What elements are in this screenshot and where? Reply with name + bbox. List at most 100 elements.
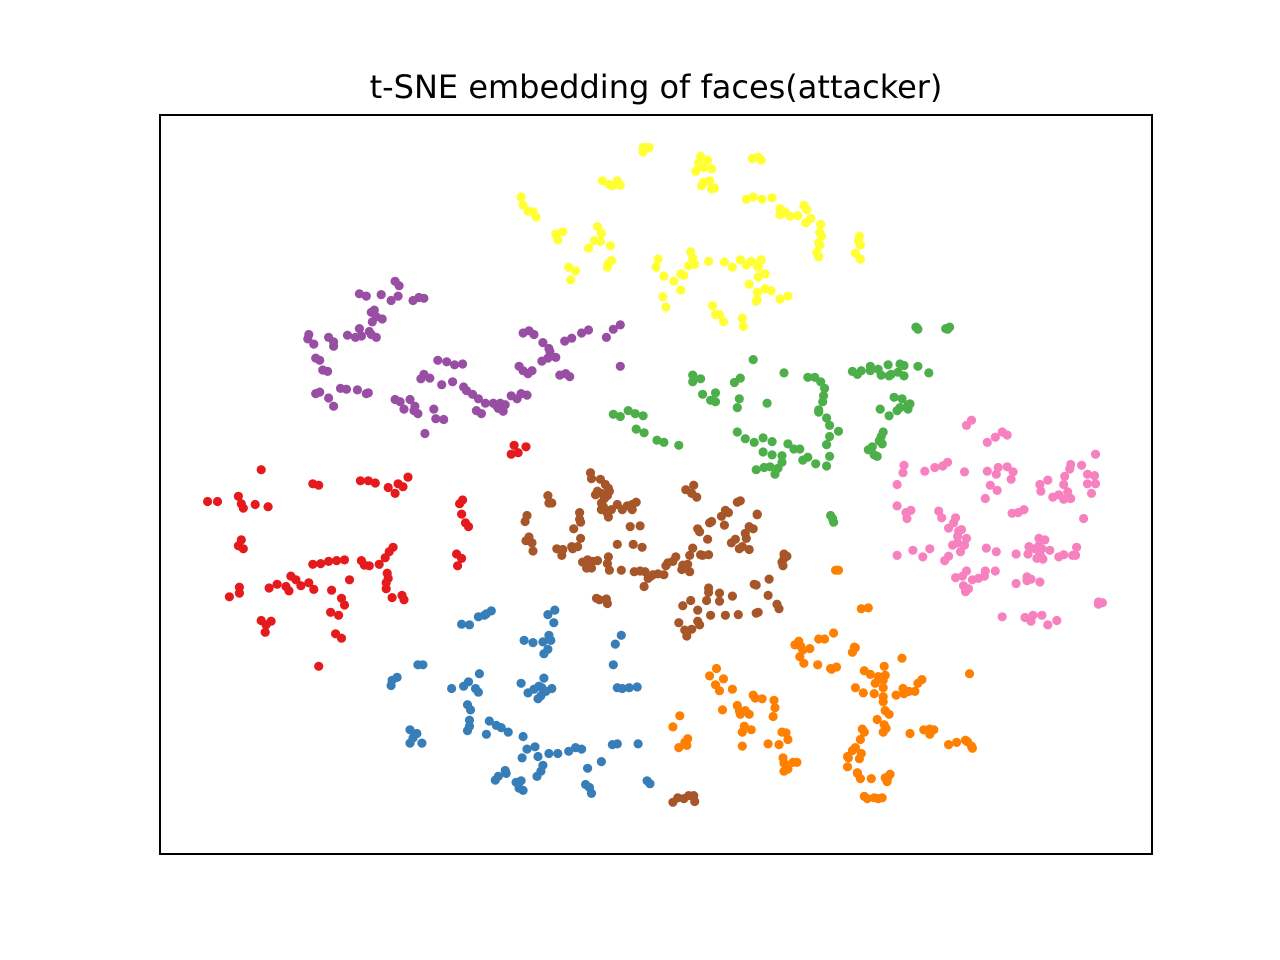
scatter-point <box>704 256 714 266</box>
scatter-point <box>763 739 773 749</box>
scatter-point <box>1082 469 1093 479</box>
scatter-point <box>967 743 978 753</box>
scatter-point <box>1037 610 1047 620</box>
scatter-point <box>751 296 761 306</box>
scatter-point <box>1059 550 1069 560</box>
scatter-point <box>875 404 885 414</box>
scatter-point <box>966 415 977 425</box>
scatter-point <box>748 524 758 534</box>
scatter-point <box>816 219 826 229</box>
scatter-point <box>751 608 761 618</box>
scatter-point <box>304 329 314 340</box>
scatter-point <box>815 240 825 250</box>
scatter-point <box>714 686 725 696</box>
scatter-point <box>395 397 405 407</box>
scatter-point <box>889 392 899 402</box>
scatter-point <box>910 686 920 697</box>
scatter-point <box>398 482 408 492</box>
scatter-point <box>859 727 869 737</box>
scatter-point <box>732 403 742 413</box>
scatter-point <box>676 285 686 295</box>
scatter-point <box>674 440 684 450</box>
scatter-point <box>486 606 496 616</box>
scatter-point <box>623 406 633 416</box>
scatter-point <box>982 466 992 476</box>
scatter-point <box>639 428 649 438</box>
scatter-point <box>960 735 971 745</box>
scatter-point <box>238 544 248 554</box>
scatter-point <box>314 661 324 671</box>
scatter-point <box>326 607 336 617</box>
scatter-point <box>616 565 626 575</box>
scatter-point <box>583 243 594 253</box>
scatter-point <box>369 305 379 315</box>
scatter-point <box>447 683 457 694</box>
scatter-point <box>825 420 835 430</box>
scatter-point <box>733 610 743 620</box>
scatter-point <box>377 314 387 324</box>
scatter-point <box>458 359 468 369</box>
scatter-point <box>681 485 691 495</box>
scatter-point <box>814 634 824 644</box>
scatter-point <box>688 370 698 380</box>
scatter-point <box>792 757 802 768</box>
scatter-point <box>500 765 510 776</box>
scatter-point <box>678 601 688 611</box>
scatter-point <box>203 496 213 507</box>
scatter-point <box>632 682 642 692</box>
scatter-point <box>679 270 689 280</box>
scatter-point <box>723 507 734 518</box>
scatter-point <box>980 566 990 576</box>
scatter-point <box>805 644 815 654</box>
scatter-point <box>704 550 714 560</box>
scatter-point <box>399 404 409 414</box>
scatter-point <box>764 574 774 584</box>
scatter-point <box>693 605 703 615</box>
scatter-point <box>344 575 355 585</box>
scatter-point <box>256 465 266 475</box>
scatter-point <box>706 610 716 620</box>
scatter-point <box>431 414 441 424</box>
scatter-point <box>752 510 762 520</box>
scatter-point <box>854 754 865 764</box>
scatter-point <box>457 553 467 564</box>
scatter-point <box>336 633 347 643</box>
scatter-point <box>948 540 958 550</box>
scatter-point <box>1052 615 1062 626</box>
scatter-point <box>913 361 923 371</box>
scatter-point <box>746 725 756 735</box>
scatter-point <box>403 472 413 482</box>
scatter-point <box>1008 467 1018 477</box>
scatter-point <box>342 330 353 340</box>
scatter-point <box>605 241 616 251</box>
scatter-point <box>793 210 803 221</box>
scatter-point <box>1066 459 1076 470</box>
scatter-point <box>775 210 785 220</box>
scatter-point <box>865 669 875 680</box>
scatter-point <box>955 547 966 557</box>
scatter-point <box>918 552 928 562</box>
scatter-point <box>543 610 553 620</box>
scatter-point <box>329 401 339 411</box>
scatter-point <box>551 352 561 362</box>
scatter-point <box>732 427 742 437</box>
scatter-point <box>596 757 607 767</box>
scatter-point <box>740 434 750 444</box>
scatter-point <box>925 544 935 554</box>
series-7 <box>892 415 1107 630</box>
scatter-point <box>462 700 473 710</box>
scatter-point <box>496 723 506 733</box>
scatter-point <box>709 183 720 193</box>
scatter-point <box>612 539 622 550</box>
scatter-point <box>314 480 324 490</box>
scatter-point <box>879 661 889 671</box>
scatter-point <box>951 513 961 523</box>
scatter-point <box>769 695 779 705</box>
scatter-point <box>272 579 282 589</box>
scatter-point <box>637 542 647 552</box>
scatter-point <box>992 485 1002 495</box>
scatter-point <box>644 142 654 153</box>
scatter-point <box>236 535 246 545</box>
scatter-point <box>825 451 835 461</box>
scatter-point <box>707 516 717 527</box>
